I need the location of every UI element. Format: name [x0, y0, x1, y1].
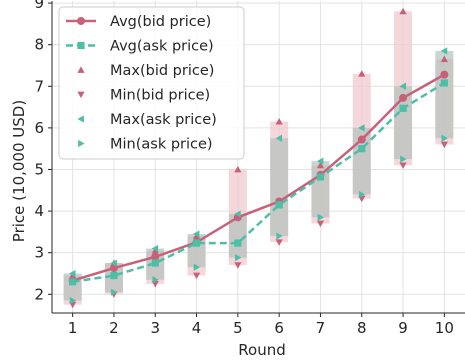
- avg-ask-point: [234, 239, 242, 247]
- legend-label: Avg(bid price): [110, 14, 211, 30]
- ask-range-band: [435, 50, 454, 139]
- max-bid-point: [440, 55, 448, 63]
- x-axis-label: Round: [238, 341, 285, 359]
- avg-ask-point: [399, 104, 407, 112]
- y-tick-label: 7: [34, 77, 44, 95]
- ask-range-band: [228, 213, 247, 258]
- avg-bid-point: [440, 70, 449, 79]
- avg-ask-point: [440, 79, 448, 87]
- min-ask-point: [317, 213, 325, 221]
- legend-marker-swatch: [77, 17, 85, 25]
- x-tick-label: 1: [68, 319, 78, 337]
- min-ask-point: [152, 276, 159, 284]
- x-tick-label: 4: [192, 319, 202, 337]
- x-tick-label: 9: [398, 319, 408, 337]
- avg-ask-point: [110, 271, 118, 280]
- min-ask-point: [111, 288, 118, 296]
- x-tick-label: 5: [233, 319, 243, 337]
- max-bid-point: [234, 165, 242, 173]
- max-ask-point: [192, 230, 200, 238]
- min-bid-point: [234, 262, 242, 269]
- min-ask-point: [234, 254, 242, 262]
- y-tick-label: 9: [34, 0, 44, 12]
- legend-box: [58, 6, 245, 160]
- legend-label: Min(ask price): [110, 137, 213, 153]
- min-bid-point: [316, 220, 325, 228]
- ask-range-band: [270, 138, 289, 237]
- y-axis-label: Price (10,000 USD): [10, 100, 28, 242]
- min-ask-point: [441, 134, 448, 142]
- x-tick-label: 10: [435, 319, 454, 337]
- avg-ask-point: [358, 145, 366, 153]
- min-bid-point: [275, 239, 283, 246]
- max-ask-point: [316, 157, 324, 165]
- x-tick-label: 6: [274, 319, 284, 337]
- x-tick-label: 2: [109, 319, 119, 337]
- avg-bid-point: [151, 252, 160, 261]
- max-bid-point: [399, 7, 407, 15]
- y-tick-label: 4: [34, 202, 44, 220]
- legend-label: Max(bid price): [110, 63, 214, 79]
- legend-label: Min(bid price): [110, 88, 210, 104]
- max-ask-point: [399, 82, 406, 90]
- min-ask-point: [358, 190, 366, 199]
- series-markers: [68, 7, 449, 309]
- avg-ask-point: [316, 173, 325, 181]
- avg-bid-line: [72, 73, 445, 282]
- legend-marker-swatch: [77, 91, 85, 99]
- avg-ask-point: [192, 239, 201, 247]
- avg-bid-point: [399, 93, 408, 102]
- series-lines: [72, 73, 446, 284]
- max-bid-point: [316, 161, 325, 169]
- avg-ask-line: [72, 81, 446, 284]
- avg-ask-point: [275, 201, 283, 209]
- legend-marker-swatch: [77, 66, 85, 73]
- y-tick-label: 5: [34, 160, 44, 178]
- axes: 1 2 3 4 5 6 7 8 9 10 2 3 4 5 6 7 8 9: [34, 0, 465, 337]
- min-bid-point: [399, 162, 407, 169]
- max-bid-point: [275, 118, 283, 125]
- max-ask-point: [151, 244, 159, 253]
- avg-bid-point: [357, 135, 366, 144]
- legend-label: Avg(ask price): [110, 39, 214, 55]
- legend-marker-swatch: [78, 139, 85, 148]
- min-bid-point: [192, 272, 201, 280]
- max-ask-point: [358, 124, 365, 132]
- max-bid-point: [358, 70, 366, 77]
- min-ask-point: [69, 296, 77, 305]
- min-ask-point: [276, 232, 283, 240]
- legend-marker-swatch: [77, 115, 84, 123]
- x-tick-label: 8: [357, 319, 367, 337]
- max-ask-point: [275, 134, 283, 142]
- legend: Avg(bid price) Avg(ask price) Max(bid pric…: [58, 6, 245, 160]
- max-ask-point: [440, 47, 448, 55]
- min-bid-point: [440, 141, 448, 149]
- avg-ask-point: [151, 259, 159, 267]
- min-ask-point: [193, 263, 201, 271]
- ask-range-band: [311, 161, 330, 218]
- y-tick-label: 3: [34, 244, 44, 262]
- y-tick-label: 2: [34, 285, 44, 303]
- y-tick-label: 6: [34, 119, 44, 137]
- min-ask-point: [400, 155, 407, 163]
- y-tick-label: 8: [34, 36, 44, 54]
- avg-ask-point: [69, 278, 77, 286]
- legend-label: Max(ask price): [110, 112, 217, 128]
- x-tick-label: 3: [150, 319, 160, 337]
- max-ask-point: [69, 269, 76, 278]
- max-ask-point: [110, 259, 117, 267]
- max-ask-point: [234, 210, 241, 218]
- min-max-bands: [63, 11, 454, 305]
- x-tick-label: 7: [316, 319, 326, 337]
- legend-marker-swatch: [77, 41, 85, 50]
